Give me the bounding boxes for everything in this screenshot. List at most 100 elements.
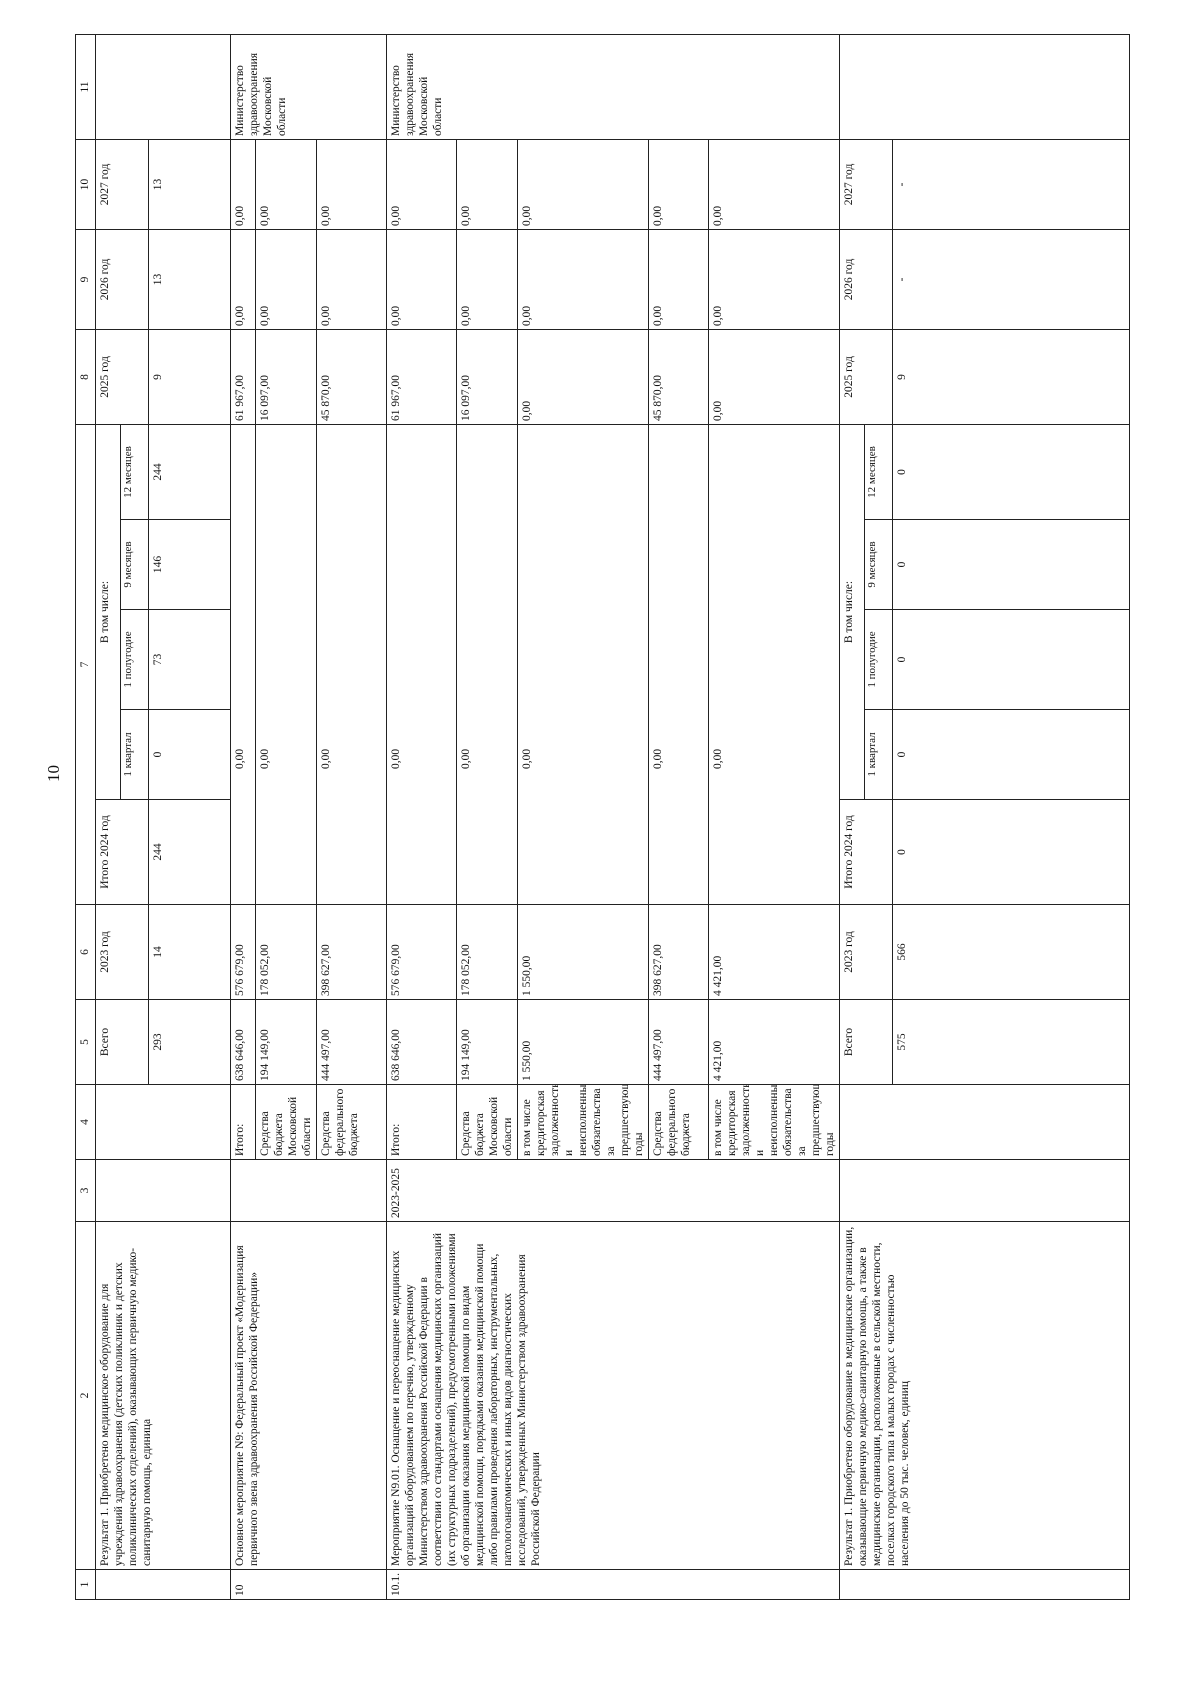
value: 0,00 <box>456 229 518 330</box>
value: 0,00 <box>230 424 256 905</box>
value: 4 421,00 <box>708 999 840 1085</box>
value: 61 967,00 <box>386 329 457 425</box>
value: 0,00 <box>255 139 317 230</box>
measure-label: Основное мероприятие N9: Федеральный про… <box>230 1221 387 1570</box>
table-row: Результат 1. Приобретено оборудование в … <box>839 34 1130 1600</box>
measure-number: 10.1. <box>386 1569 840 1600</box>
measure-label: Мероприятие N9.01. Оснащение и переоснащ… <box>386 1221 840 1570</box>
value: 0,00 <box>456 424 518 905</box>
value: 244 <box>148 424 231 520</box>
header: 2023 год <box>839 904 893 1000</box>
value: 0,00 <box>230 139 256 230</box>
result-label: Результат 1. Приобретено оборудование в … <box>839 1221 1130 1570</box>
value: 0,00 <box>316 139 387 230</box>
value: 293 <box>148 999 231 1085</box>
value: 9 <box>148 329 231 425</box>
header: В том числе: <box>839 424 865 800</box>
header: 1 квартал <box>864 709 893 800</box>
value: 0,00 <box>456 139 518 230</box>
column-number: 1 <box>75 1569 96 1600</box>
table-row: Результат 1. Приобретено медицинское обо… <box>95 34 231 1600</box>
value: 73 <box>148 609 231 710</box>
plan-table: 1 2 3 4 5 6 7 8 9 10 11 Результат 1. Приобретено ме… <box>75 34 1130 1600</box>
value: 244 <box>148 799 231 905</box>
value: 0,00 <box>708 139 840 230</box>
value: 0,00 <box>316 424 387 905</box>
value: 638 646,00 <box>386 999 457 1085</box>
value: 9 <box>892 329 1130 425</box>
table-cell <box>839 34 1130 140</box>
header: 12 месяцев <box>864 424 893 520</box>
value: 194 149,00 <box>456 999 518 1085</box>
funding-source: Итого: <box>386 1084 457 1160</box>
value: 45 870,00 <box>316 329 387 425</box>
table-cell <box>95 1569 231 1600</box>
header: Итого 2024 год <box>839 799 893 905</box>
result-label: Результат 1. Приобретено медицинское обо… <box>95 1221 231 1570</box>
value: - <box>892 139 1130 230</box>
header: 12 месяцев <box>120 424 149 520</box>
value: 1 550,00 <box>517 999 649 1085</box>
table-cell <box>95 1084 231 1160</box>
value: 0,00 <box>517 139 649 230</box>
value: 0,00 <box>648 424 709 905</box>
header: 2026 год <box>839 229 893 330</box>
funding-source: в том числе кредиторская задолженность и… <box>517 1084 649 1160</box>
column-number: 2 <box>75 1221 96 1570</box>
value: 0,00 <box>386 139 457 230</box>
header: Всего <box>839 999 893 1085</box>
funding-source: Средства бюджета Московской области <box>255 1084 317 1160</box>
value: 0,00 <box>648 229 709 330</box>
page-number: 10 <box>44 765 63 782</box>
column-number: 9 <box>75 229 96 330</box>
value: 576 679,00 <box>230 904 256 1000</box>
value: 0 <box>148 709 231 800</box>
header: 2027 год <box>95 139 149 230</box>
header: 2026 год <box>95 229 149 330</box>
header: Всего <box>95 999 149 1085</box>
table-row: 10 Основное мероприятие N9: Федеральный п… <box>230 34 387 1600</box>
value: 0,00 <box>230 229 256 330</box>
value: 0,00 <box>708 424 840 905</box>
value: 576 679,00 <box>386 904 457 1000</box>
header: 2027 год <box>839 139 893 230</box>
value: 16 097,00 <box>456 329 518 425</box>
header: 2025 год <box>839 329 893 425</box>
value: 16 097,00 <box>255 329 317 425</box>
value: 0,00 <box>386 229 457 330</box>
value: 398 627,00 <box>316 904 387 1000</box>
period: 2023-2025 <box>386 1159 840 1222</box>
header: 1 полугодие <box>120 609 149 710</box>
value: 194 149,00 <box>255 999 317 1085</box>
header: 1 полугодие <box>864 609 893 710</box>
value: 638 646,00 <box>230 999 256 1085</box>
value: 1 550,00 <box>517 904 649 1000</box>
header: 1 квартал <box>120 709 149 800</box>
value: 13 <box>148 139 231 230</box>
table-cell <box>95 1159 231 1222</box>
header: 9 месяцев <box>864 519 893 610</box>
table-row: 10.1. Мероприятие N9.01. Оснащение и пере… <box>386 34 840 1600</box>
funding-source: Средства федерального бюджета <box>648 1084 709 1160</box>
value: 0 <box>892 424 1130 520</box>
column-number: 3 <box>75 1159 96 1222</box>
funding-source: Итого: <box>230 1084 256 1160</box>
table-cell <box>839 1159 1130 1222</box>
table-cell <box>839 1569 1130 1600</box>
value: - <box>892 229 1130 330</box>
value: 0,00 <box>708 329 840 425</box>
value: 0,00 <box>517 424 649 905</box>
value: 0 <box>892 519 1130 610</box>
table-body: 1 2 3 4 5 6 7 8 9 10 11 Результат 1. Приобретено ме… <box>75 34 1130 1600</box>
value: 0 <box>892 799 1130 905</box>
value: 0,00 <box>648 139 709 230</box>
value: 444 497,00 <box>648 999 709 1085</box>
value: 13 <box>148 229 231 330</box>
header: 2025 год <box>95 329 149 425</box>
value: 0 <box>892 709 1130 800</box>
value: 45 870,00 <box>648 329 709 425</box>
period <box>230 1159 387 1222</box>
